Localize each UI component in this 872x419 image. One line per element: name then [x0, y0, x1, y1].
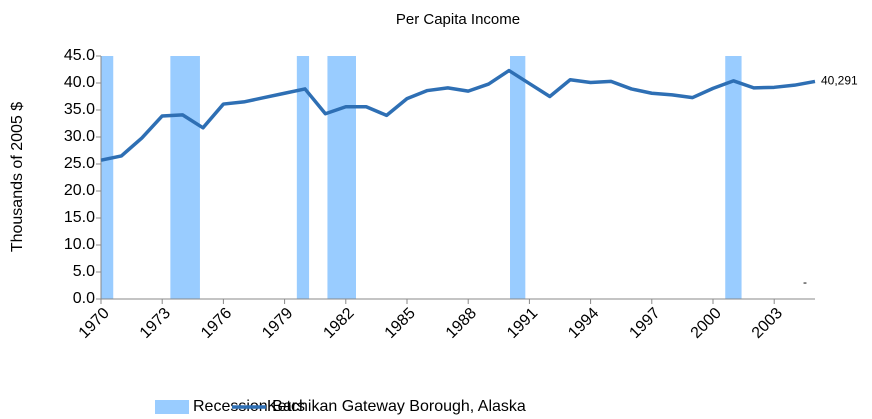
- x-tick-label: 1973: [137, 305, 174, 342]
- recession-bar: [327, 56, 356, 299]
- y-tick-label: 35.0: [64, 101, 95, 118]
- legend-label: Ketchikan Gateway Borough, Alaska: [267, 398, 526, 415]
- recession-bar: [725, 56, 742, 299]
- value-label: 40,291: [821, 74, 858, 88]
- y-tick-label: 0.0: [73, 290, 95, 307]
- x-tick-label: 1994: [565, 305, 602, 342]
- y-axis-label: Thousands of 2005 $: [9, 102, 26, 252]
- x-tick-label: 2000: [688, 305, 725, 342]
- x-tick-label: 1982: [320, 305, 357, 342]
- y-tick-label: 25.0: [64, 155, 95, 172]
- x-tick-label: 1970: [76, 305, 113, 342]
- recession-bar: [170, 56, 200, 299]
- y-tick-label: 10.0: [64, 236, 95, 253]
- annotation: -: [803, 275, 807, 289]
- x-tick-label: 1997: [626, 305, 663, 342]
- x-tick-label: 2003: [749, 305, 786, 342]
- y-tick-label: 45.0: [64, 47, 95, 64]
- legend-swatch: [155, 400, 189, 414]
- recession-bar: [101, 56, 114, 299]
- x-tick-label: 1985: [382, 305, 419, 342]
- y-tick-label: 30.0: [64, 128, 95, 145]
- recession-bar: [510, 56, 526, 299]
- y-tick-label: 5.0: [73, 263, 95, 280]
- x-tick-label: 1976: [198, 305, 235, 342]
- y-tick-label: 20.0: [64, 182, 95, 199]
- y-tick-label: 40.0: [64, 74, 95, 91]
- x-tick-label: 1988: [443, 305, 480, 342]
- recession-bar: [296, 56, 310, 299]
- x-tick-label: 1991: [504, 305, 541, 342]
- chart-title: Per Capita Income: [396, 11, 520, 28]
- y-tick-label: 15.0: [64, 209, 95, 226]
- x-tick-label: 1979: [259, 305, 296, 342]
- line-series: [100, 68, 816, 162]
